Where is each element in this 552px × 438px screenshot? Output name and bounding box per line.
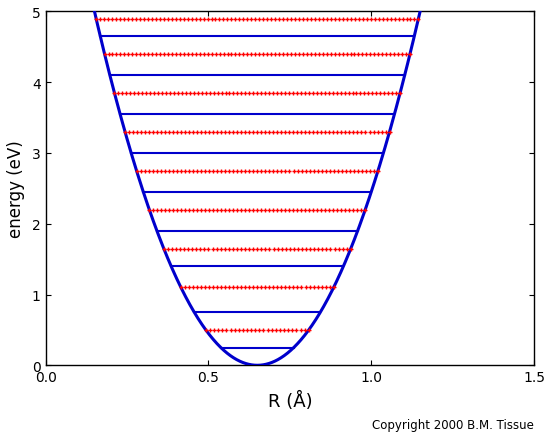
Text: Copyright 2000 B.M. Tissue: Copyright 2000 B.M. Tissue — [372, 418, 534, 431]
Y-axis label: energy (eV): energy (eV) — [7, 140, 25, 238]
X-axis label: R (Å): R (Å) — [268, 391, 312, 410]
